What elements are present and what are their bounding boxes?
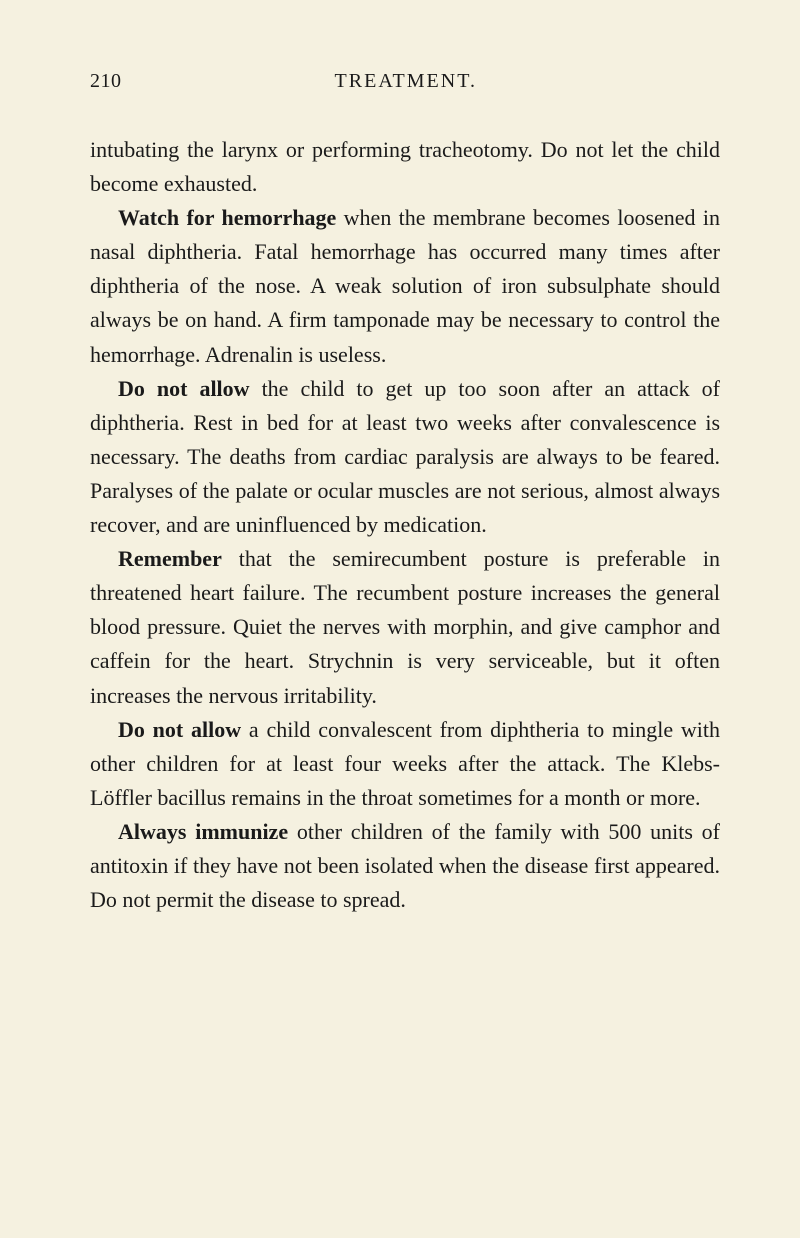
p1-text: intubating the larynx or performing trac… [90,137,720,196]
p4-bold: Remember [118,546,222,571]
page-body: intubating the larynx or performing trac… [90,133,720,917]
paragraph-1: intubating the larynx or performing trac… [90,133,720,201]
p6-bold: Always immunize [118,819,288,844]
p2-bold: Watch for hemorrhage [118,205,336,230]
header-spacer [690,70,720,93]
paragraph-3: Do not allow the child to get up too soo… [90,372,720,542]
paragraph-2: Watch for hemorrhage when the membrane b… [90,201,720,371]
paragraph-4: Remember that the semirecumbent posture … [90,542,720,712]
page-header: 210 TREATMENT. [90,70,720,93]
paragraph-5: Do not allow a child convalescent from d… [90,713,720,815]
p5-bold: Do not allow [118,717,241,742]
p3-bold: Do not allow [118,376,250,401]
page-number: 210 [90,70,122,93]
paragraph-6: Always immunize other children of the fa… [90,815,720,917]
chapter-title: TREATMENT. [335,70,477,93]
